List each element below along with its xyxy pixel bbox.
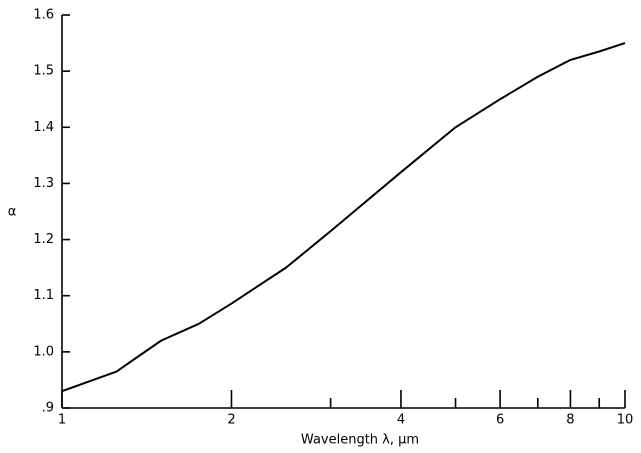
y-tick-label: 1.1 bbox=[33, 288, 54, 303]
y-tick-label: 1.5 bbox=[33, 64, 54, 79]
x-tick-label: 4 bbox=[397, 413, 405, 428]
y-tick-label: 1.2 bbox=[33, 232, 54, 247]
x-tick-label: 8 bbox=[566, 413, 574, 428]
y-tick-label: 1.3 bbox=[33, 176, 54, 191]
y-tick-label: 1.0 bbox=[33, 344, 54, 359]
x-tick-label: 2 bbox=[227, 413, 235, 428]
x-tick-label: 1 bbox=[58, 413, 66, 428]
y-axis-label: α bbox=[8, 205, 17, 220]
y-tick-label: 1.6 bbox=[33, 8, 54, 23]
x-axis-label: Wavelength λ, μm bbox=[301, 433, 419, 448]
x-tick-label: 10 bbox=[617, 413, 634, 428]
y-tick-label: .9 bbox=[42, 401, 54, 416]
y-tick-label: 1.4 bbox=[33, 120, 54, 135]
x-tick-label: 6 bbox=[496, 413, 504, 428]
line-series bbox=[61, 42, 626, 393]
